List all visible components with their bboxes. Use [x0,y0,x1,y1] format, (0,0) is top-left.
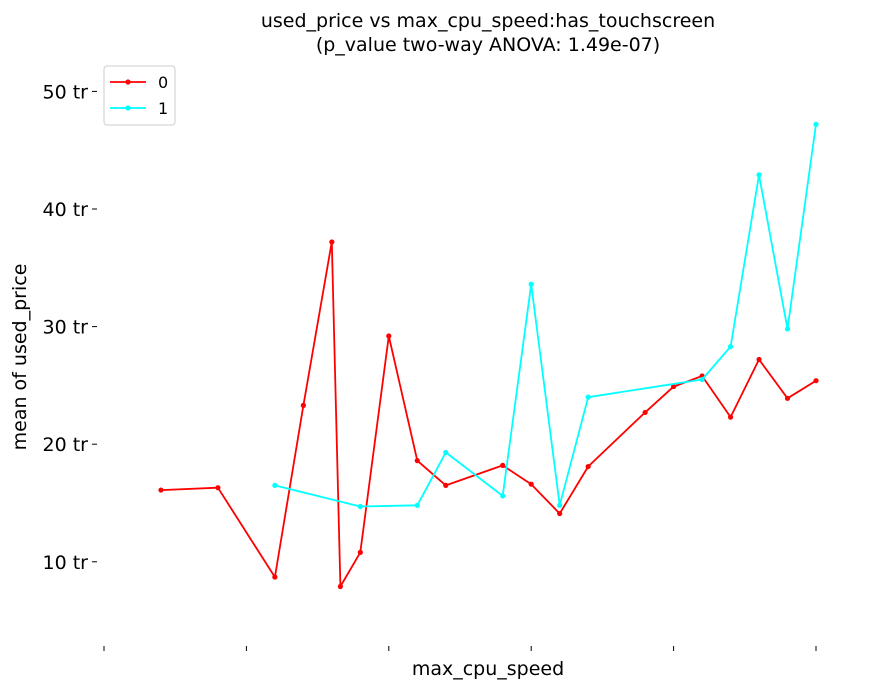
data-point [357,503,363,510]
data-point [585,463,591,470]
y-axis: 10 tr 20 tr 30 tr 40 tr 50 tr [43,81,97,574]
x-axis [103,646,817,651]
series-0 [158,239,819,590]
series-line-0 [160,240,817,588]
y-tick-label: 50 tr [43,81,89,103]
y-tick-label: 30 tr [43,317,89,339]
data-point [557,510,563,517]
series-1 [272,121,819,510]
legend-label-0: 0 [158,73,168,92]
chart-subtitle: (p_value two-way ANOVA: 1.49e-07) [316,34,660,56]
data-point [813,378,819,384]
data-point [500,462,506,468]
y-tick-label: 40 tr [43,199,89,221]
data-point [386,333,392,339]
data-point [329,239,335,245]
series-line-1 [274,124,817,508]
data-point [500,493,506,499]
data-point [784,326,791,332]
data-point [272,482,278,488]
data-point [414,502,420,508]
data-point [813,121,819,127]
data-point [642,409,648,416]
data-point [727,414,734,420]
data-point [414,458,420,464]
legend: 01 [103,65,176,126]
data-point [272,574,278,580]
x-axis-label: max_cpu_speed [412,658,564,680]
data-point [337,583,343,590]
data-point [557,502,563,508]
legend-marker [125,105,131,111]
legend-label-1: 1 [158,99,168,118]
data-point [357,549,363,555]
series-layer [158,121,819,590]
data-point [300,402,306,408]
data-point [585,394,591,400]
data-point [727,343,734,350]
y-tick-label: 10 tr [43,552,89,574]
y-tick-label: 20 tr [43,434,89,456]
data-point [756,356,762,363]
data-point [443,482,449,488]
data-point [443,449,449,456]
data-point [158,487,164,493]
chart-title: used_price vs max_cpu_speed:has_touchscr… [261,10,715,32]
legend-marker [125,79,131,85]
y-axis-label: mean of used_price [9,264,31,451]
legend-frame [103,65,176,126]
data-point [215,485,221,491]
data-point [699,376,705,383]
data-point [756,172,762,178]
data-point [528,481,534,487]
data-point [784,395,791,401]
data-point [671,383,677,390]
data-point [528,281,534,287]
